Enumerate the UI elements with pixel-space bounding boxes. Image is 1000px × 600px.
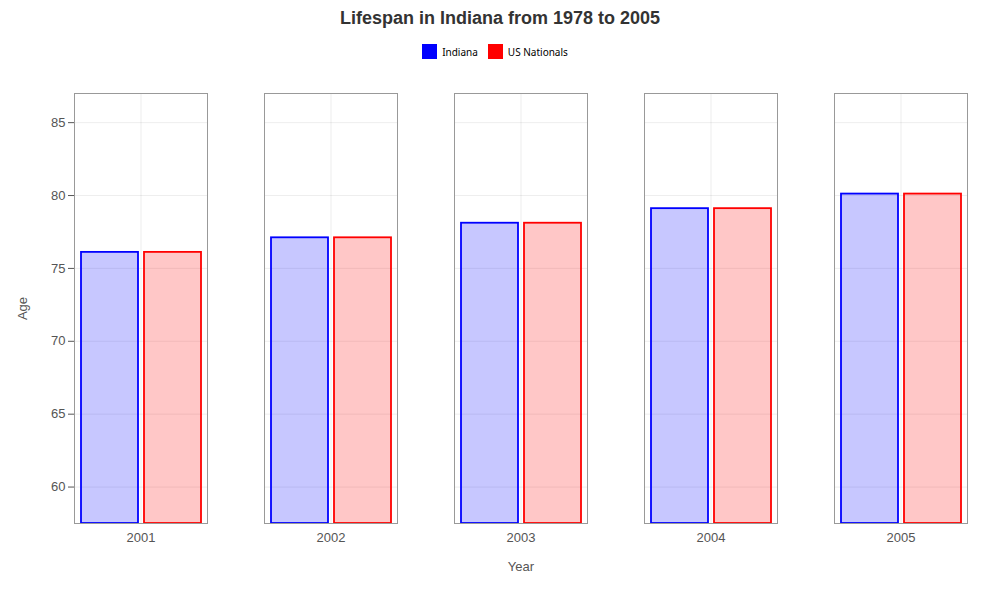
svg-text:2001: 2001 (127, 530, 156, 545)
svg-text:2002: 2002 (317, 530, 346, 545)
svg-text:2005: 2005 (887, 530, 916, 545)
svg-text:80: 80 (51, 188, 65, 203)
svg-text:2004: 2004 (697, 530, 726, 545)
svg-text:85: 85 (51, 115, 65, 130)
html-text:US Nationals: US Nationals (507, 44, 568, 59)
svg-text:Age: Age (15, 297, 30, 320)
html-text:Lifespan in Indiana from 1978: Lifespan in Indiana from 1978 to 2005 (339, 8, 660, 28)
svg-text:60: 60 (51, 479, 65, 494)
html-text:Indiana: Indiana (442, 44, 478, 59)
svg-text:Year: Year (508, 559, 535, 574)
svg-text:65: 65 (51, 406, 65, 421)
svg-text:70: 70 (51, 333, 65, 348)
svg-text:75: 75 (51, 261, 65, 276)
svg-text:2003: 2003 (507, 530, 536, 545)
